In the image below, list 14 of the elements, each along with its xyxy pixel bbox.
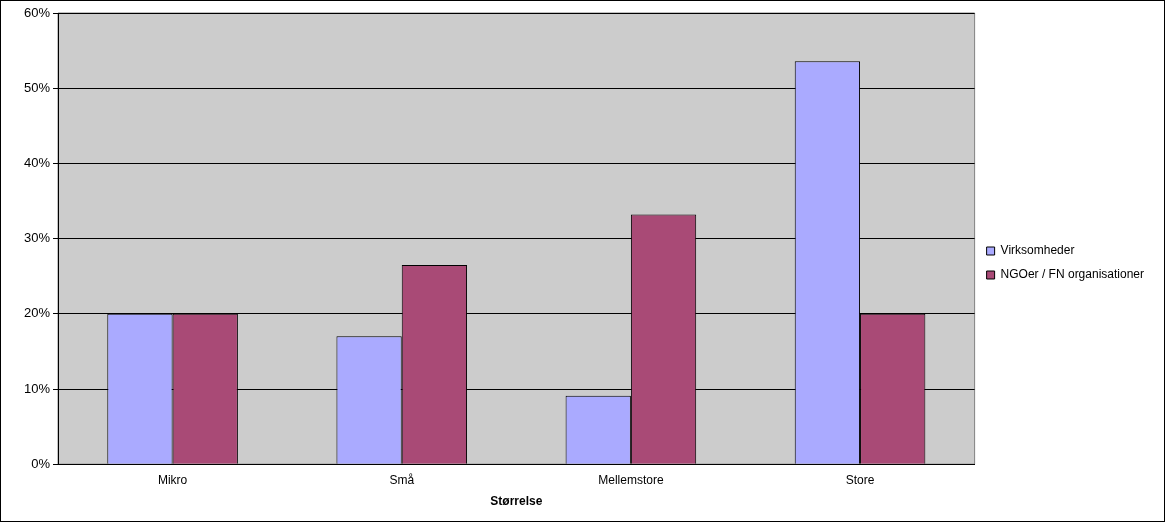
y-tick-label: 20% [23,305,51,321]
y-tick-label: 60% [23,4,51,20]
x-tick-label: Små [389,472,415,487]
legend-label: NGOer / FN organisationer [1000,267,1145,282]
x-tick-label: Store [845,472,875,487]
y-tick-label: 10% [23,380,51,396]
y-tick-label: 40% [23,154,51,170]
x-tick-label: Mikro [157,472,188,487]
x-axis-title: Størrelse [490,494,543,509]
y-tick-label: 50% [23,79,51,95]
y-tick-label: 0% [31,455,51,471]
x-tick-label: Mellemstore [598,472,664,487]
y-tick-label: 30% [23,230,51,246]
legend-label: Virksomheder [1000,243,1075,258]
